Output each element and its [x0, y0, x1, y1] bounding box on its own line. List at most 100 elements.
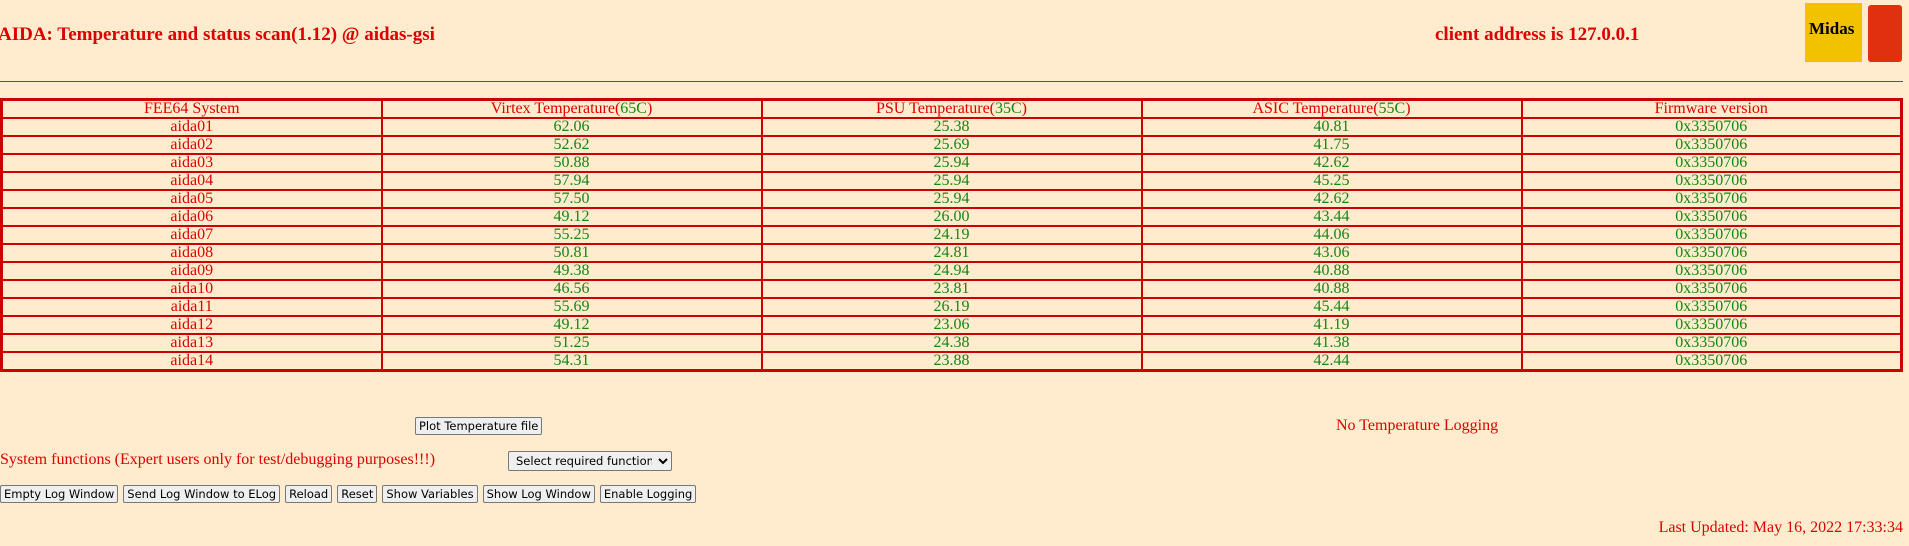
column-header: FEE64 System	[0, 98, 383, 119]
cell: 26.00	[760, 207, 1143, 227]
cell: 57.50	[380, 189, 763, 209]
cell: 40.88	[1140, 261, 1523, 281]
header-part: 55C	[1378, 100, 1406, 117]
cell: 41.19	[1140, 315, 1523, 335]
table-row: aida04 57.94 25.94 45.25 0x3350706	[0, 171, 1903, 191]
table-row: aida12 49.12 23.06 41.19 0x3350706	[0, 315, 1903, 335]
action-button[interactable]: Enable Logging	[599, 485, 697, 503]
cell: 0x3350706	[1520, 351, 1903, 372]
cell: 55.25	[380, 225, 763, 245]
logging-status: No Temperature Logging	[1336, 417, 1499, 434]
table-row: aida14 54.31 23.88 42.44 0x3350706	[0, 351, 1903, 372]
cell: 52.62	[380, 135, 763, 155]
cell: 0x3350706	[1520, 315, 1903, 335]
client-address: client address is 127.0.0.1	[1435, 24, 1640, 45]
cell: 42.62	[1140, 189, 1523, 209]
cell: 42.44	[1140, 351, 1523, 372]
action-button[interactable]: Show Variables	[382, 485, 478, 503]
header-row: FEE64 System Virtex Temperature(65C) PSU T…	[0, 98, 1903, 119]
cell: 42.62	[1140, 153, 1523, 173]
action-button[interactable]: Empty Log Window	[0, 485, 119, 503]
table-row: aida13 51.25 24.38 41.38 0x3350706	[0, 333, 1903, 353]
cell: 55.69	[380, 297, 763, 317]
tcl-logo	[1868, 5, 1902, 62]
function-select[interactable]: Select required function	[508, 451, 672, 471]
header-part: Virtex Temperature(	[490, 100, 621, 117]
cell: 50.81	[380, 243, 763, 263]
cell: 45.44	[1140, 297, 1523, 317]
cell: 0x3350706	[1520, 333, 1903, 353]
header-part: 65C	[620, 100, 647, 117]
cell: 44.06	[1140, 225, 1523, 245]
table-row: aida05 57.50 25.94 42.62 0x3350706	[0, 189, 1903, 209]
system-name: aida12	[0, 315, 383, 335]
table-row: aida01 62.06 25.38 40.81 0x3350706	[0, 117, 1903, 137]
cell: 25.94	[760, 171, 1143, 191]
logo-text: Midas	[1809, 19, 1855, 38]
cell: 25.69	[760, 135, 1143, 155]
table-row: aida06 49.12 26.00 43.44 0x3350706	[0, 207, 1903, 227]
table-row: aida03 50.88 25.94 42.62 0x3350706	[0, 153, 1903, 173]
cell: 51.25	[380, 333, 763, 353]
header-part: Firmware version	[1654, 100, 1768, 117]
cell: 0x3350706	[1520, 153, 1903, 173]
cell: 46.56	[380, 279, 763, 299]
system-name: aida08	[0, 243, 383, 263]
table-row: aida07 55.25 24.19 44.06 0x3350706	[0, 225, 1903, 245]
table-row: aida02 52.62 25.69 41.75 0x3350706	[0, 135, 1903, 155]
cell: 24.19	[760, 225, 1143, 245]
cell: 25.94	[760, 189, 1143, 209]
system-name: aida09	[0, 261, 383, 281]
cell: 40.81	[1140, 117, 1523, 137]
cell: 24.38	[760, 333, 1143, 353]
temperature-table: FEE64 System Virtex Temperature(65C) PSU T…	[0, 98, 1903, 372]
cell: 25.94	[760, 153, 1143, 173]
system-name: aida07	[0, 225, 383, 245]
header-part: )	[1021, 100, 1027, 117]
action-button[interactable]: Reset	[337, 485, 378, 503]
cell: 41.38	[1140, 333, 1523, 353]
midas-logo: Midas	[1805, 3, 1862, 62]
system-name: aida01	[0, 117, 383, 137]
table-row: aida10 46.56 23.81 40.88 0x3350706	[0, 279, 1903, 299]
column-header: Virtex Temperature(65C)	[380, 98, 763, 119]
action-button[interactable]: Show Log Window	[482, 485, 595, 503]
system-name: aida11	[0, 297, 383, 317]
cell: 57.94	[380, 171, 763, 191]
system-name: aida02	[0, 135, 383, 155]
plot-button[interactable]: Plot Temperature file	[415, 417, 543, 435]
action-button[interactable]: Send Log Window to ELog	[123, 485, 281, 503]
table-row: aida08 50.81 24.81 43.06 0x3350706	[0, 243, 1903, 263]
cell: 54.31	[380, 351, 763, 372]
cell: 0x3350706	[1520, 207, 1903, 227]
cell: 0x3350706	[1520, 279, 1903, 299]
header-part: )	[1405, 100, 1411, 117]
system-name: aida03	[0, 153, 383, 173]
system-name: aida10	[0, 279, 383, 299]
header-part: ASIC Temperature(	[1252, 100, 1379, 117]
cell: 50.88	[380, 153, 763, 173]
header-part: )	[646, 100, 653, 117]
last-updated: Last Updated: May 16, 2022 17:33:34	[1658, 519, 1903, 536]
system-functions-label: System functions (Expert users only for …	[0, 451, 436, 468]
cell: 41.75	[1140, 135, 1523, 155]
header-part: PSU Temperature(	[876, 100, 995, 117]
cell: 0x3350706	[1520, 189, 1903, 209]
column-header: ASIC Temperature(55C)	[1140, 98, 1523, 119]
action-button[interactable]: Reload	[285, 485, 333, 503]
button-row: Empty Log Window Send Log Window to ELog R…	[0, 485, 697, 503]
cell: 43.06	[1140, 243, 1523, 263]
system-name: aida14	[0, 351, 383, 372]
cell: 0x3350706	[1520, 225, 1903, 245]
cell: 43.44	[1140, 207, 1523, 227]
cell: 24.81	[760, 243, 1143, 263]
header-part: 35C	[995, 100, 1022, 117]
cell: 45.25	[1140, 171, 1523, 191]
system-name: aida04	[0, 171, 383, 191]
cell: 0x3350706	[1520, 243, 1903, 263]
page-title: AIDA: Temperature and status scan(1.12) …	[0, 24, 435, 45]
system-name: aida13	[0, 333, 383, 353]
cell: 23.88	[760, 351, 1143, 372]
table-row: aida11 55.69 26.19 45.44 0x3350706	[0, 297, 1903, 317]
